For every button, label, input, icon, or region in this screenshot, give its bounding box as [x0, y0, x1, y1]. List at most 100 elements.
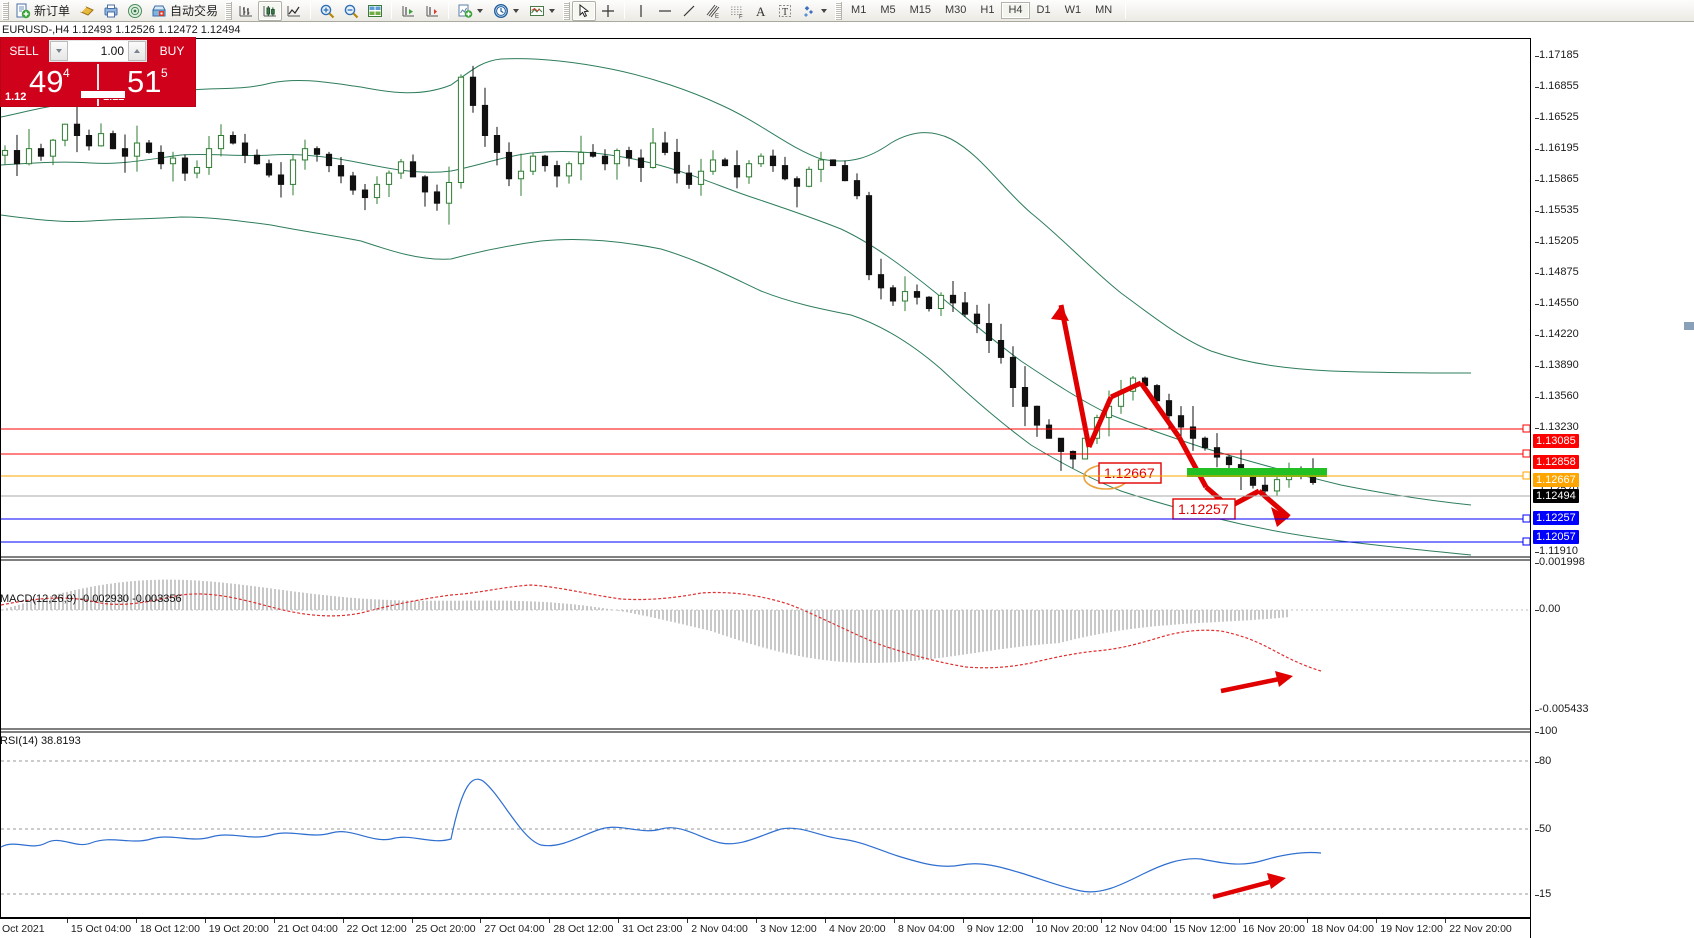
- chart-shift-button[interactable]: [420, 1, 444, 21]
- chart-graphics: 1.12667 1.12257: [1, 58, 1531, 900]
- objects-button[interactable]: [797, 1, 833, 21]
- candle-body: [589, 151, 597, 157]
- candle-body: [265, 163, 273, 176]
- time-tick: [1169, 919, 1171, 923]
- indicators-button[interactable]: [453, 1, 489, 21]
- candle-body: [973, 313, 981, 325]
- candle-body: [301, 148, 309, 161]
- indicators-dropdown-caret[interactable]: [477, 8, 484, 13]
- candle-body: [349, 175, 357, 191]
- main-toolbar: 新订单 自动交易: [0, 0, 1694, 22]
- price-level-tag-support-2[interactable]: 1.12057: [1533, 530, 1579, 545]
- candle-body: [889, 287, 897, 302]
- auto-scroll-button[interactable]: [396, 1, 420, 21]
- candle-body: [601, 155, 609, 165]
- price-level-tag-support-1[interactable]: 1.12257: [1533, 511, 1579, 526]
- vertical-line-button[interactable]: [629, 1, 653, 21]
- chart-scroll-marker[interactable]: [1684, 322, 1694, 330]
- candle-body: [85, 134, 93, 147]
- sell-price-quote[interactable]: 1.12 49 4: [1, 64, 97, 106]
- candle-body: [1213, 447, 1221, 458]
- candle-body: [409, 161, 417, 178]
- crosshair-button[interactable]: [596, 1, 620, 21]
- new-order-button[interactable]: 新订单: [11, 1, 75, 21]
- time-tick: [825, 919, 827, 923]
- price-tick-label: 1.15535: [1539, 204, 1579, 217]
- horizontal-line-button[interactable]: [653, 1, 677, 21]
- indicator-axis-tick: 80: [1535, 755, 1551, 767]
- volume-input[interactable]: 1.00: [49, 40, 147, 62]
- timeframe-m30[interactable]: M30: [945, 4, 967, 16]
- time-axis[interactable]: Oct 2021 15 Oct 04:00 18 Oct 12:00 19 Oct 2…: [0, 918, 1530, 938]
- spread-indicator-box: [80, 90, 126, 99]
- cursor-button[interactable]: [572, 0, 597, 21]
- zoom-in-button[interactable]: [315, 1, 339, 21]
- timeframe-w1[interactable]: W1: [1064, 4, 1082, 16]
- price-tick-label: 1.15865: [1539, 173, 1579, 186]
- volume-decrease-button[interactable]: [50, 41, 68, 61]
- timeframe-m5[interactable]: M5: [880, 4, 896, 16]
- price-level-tag-pivot[interactable]: 1.12667: [1533, 472, 1579, 487]
- trendline-button[interactable]: [677, 1, 701, 21]
- candle-body: [73, 123, 81, 136]
- time-axis-label: 19 Oct 20:00: [208, 923, 269, 935]
- volume-increase-button[interactable]: [128, 41, 146, 61]
- time-axis-label: Oct 2021: [2, 923, 45, 935]
- price-axis[interactable]: 1.17185 1.16855 1.16525 1.16195 1.15865 1.155…: [1530, 38, 1694, 938]
- annotation-support-box: 1.12257: [1172, 498, 1236, 520]
- buy-button[interactable]: BUY: [149, 38, 195, 64]
- periods-button[interactable]: [489, 1, 525, 21]
- zoom-in-icon: [320, 4, 335, 18]
- text-label-button[interactable]: A: [749, 1, 773, 21]
- price-tick-label: 1.14875: [1539, 266, 1579, 279]
- market-button[interactable]: 自动交易: [147, 1, 223, 21]
- print-preview-button[interactable]: [99, 1, 123, 21]
- data-window-button[interactable]: [363, 1, 387, 21]
- chart-plot-area[interactable]: [0, 38, 1530, 918]
- chart-window[interactable]: EURUSD-,H4 1.12493 1.12526 1.12472 1.124…: [0, 22, 1694, 938]
- timeframe-h1[interactable]: H1: [980, 4, 995, 16]
- toolbar-grip-4[interactable]: [835, 1, 843, 20]
- bar-chart-button[interactable]: [234, 1, 258, 21]
- sell-button[interactable]: SELL: [1, 38, 47, 64]
- timeframe-d1[interactable]: D1: [1036, 4, 1051, 16]
- line-chart-button[interactable]: [282, 1, 306, 21]
- templates-dropdown-caret[interactable]: [549, 8, 556, 13]
- indicator-axis-label: -0.005433: [1539, 703, 1589, 715]
- candle-body: [13, 150, 21, 165]
- timeframe-h4[interactable]: H4: [1001, 2, 1030, 19]
- volume-value[interactable]: 1.00: [100, 44, 124, 58]
- timeframe-bar: M1 M5 M15 M30 H1 H4 D1 W1 MN: [844, 2, 1119, 19]
- indicator-axis-label: 0.00: [1539, 603, 1561, 615]
- zoom-out-button[interactable]: [339, 1, 363, 21]
- fibonacci-button[interactable]: F: [725, 1, 749, 21]
- buy-price-quote[interactable]: 1.12 51 5: [99, 64, 195, 106]
- candlestick-chart-button[interactable]: [258, 0, 283, 21]
- quote-divider: [97, 64, 99, 106]
- timeframe-mn[interactable]: MN: [1095, 4, 1113, 16]
- cursor-icon: [579, 3, 590, 17]
- candle-body: [457, 76, 465, 184]
- candle-body: [769, 155, 777, 167]
- templates-button[interactable]: [525, 1, 561, 21]
- toolbar-grip-3[interactable]: [563, 1, 571, 20]
- price-level-tag-current-price[interactable]: 1.12494: [1533, 489, 1579, 504]
- signals-button[interactable]: [123, 1, 147, 21]
- objects-dropdown-caret[interactable]: [821, 8, 828, 13]
- candle-body: [829, 159, 837, 167]
- periods-dropdown-caret[interactable]: [513, 8, 520, 13]
- text-button[interactable]: T: [773, 1, 797, 21]
- timeframe-m15[interactable]: M15: [909, 4, 931, 16]
- price-level-tag-resistance-2[interactable]: 1.12858: [1533, 454, 1579, 469]
- time-tick: [342, 919, 344, 923]
- candle-body: [277, 174, 285, 185]
- toolbar-grip-2[interactable]: [225, 1, 233, 20]
- expert-advisors-button[interactable]: [75, 1, 99, 21]
- candle-body: [985, 323, 993, 341]
- price-level-tag-resistance-1[interactable]: 1.13085: [1533, 433, 1579, 448]
- time-axis-label: 9 Nov 12:00: [966, 923, 1024, 935]
- equidistant-channel-button[interactable]: E: [701, 1, 725, 21]
- timeframe-m1[interactable]: M1: [851, 4, 867, 16]
- candle-body: [733, 165, 741, 178]
- toolbar-grip[interactable]: [2, 1, 9, 20]
